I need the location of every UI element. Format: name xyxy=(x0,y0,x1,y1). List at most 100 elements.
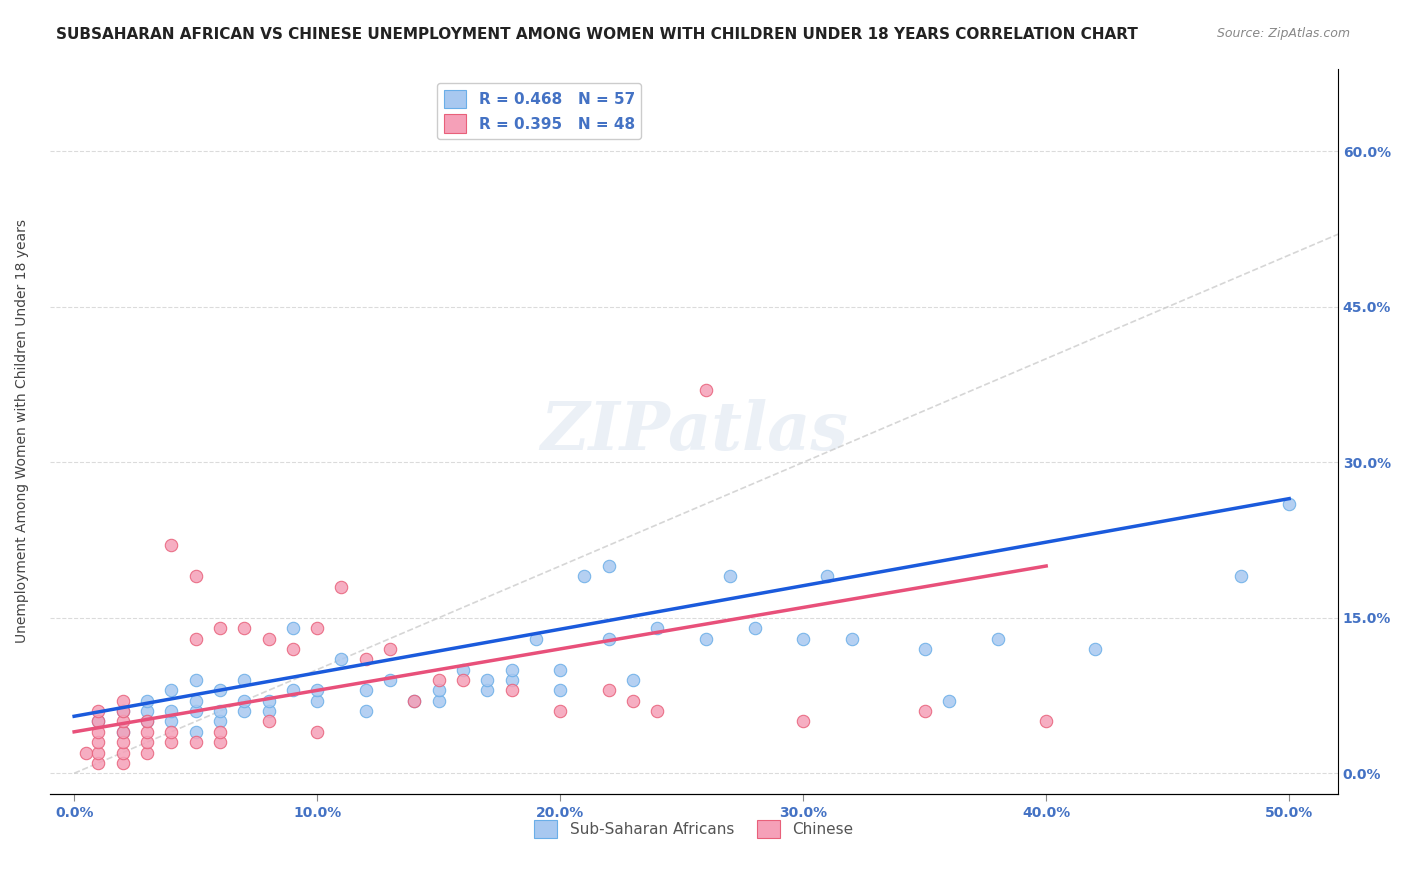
Chinese xyxy=(257,714,280,729)
Chinese xyxy=(695,383,717,397)
Sub-Saharan Africans xyxy=(160,714,183,729)
Chinese xyxy=(184,735,207,749)
Chinese xyxy=(914,704,936,718)
Chinese xyxy=(136,735,159,749)
Chinese xyxy=(111,746,134,760)
Chinese xyxy=(621,694,644,708)
Sub-Saharan Africans xyxy=(208,683,231,698)
Sub-Saharan Africans xyxy=(451,663,474,677)
Chinese xyxy=(111,735,134,749)
Chinese xyxy=(136,746,159,760)
Text: ZIPatlas: ZIPatlas xyxy=(540,399,848,464)
Chinese xyxy=(792,714,814,729)
Sub-Saharan Africans xyxy=(233,673,256,687)
Sub-Saharan Africans xyxy=(718,569,741,583)
Sub-Saharan Africans xyxy=(598,632,620,646)
Sub-Saharan Africans xyxy=(477,673,499,687)
Chinese xyxy=(111,714,134,729)
Sub-Saharan Africans xyxy=(111,724,134,739)
Chinese xyxy=(501,683,523,698)
Sub-Saharan Africans xyxy=(136,704,159,718)
Chinese xyxy=(184,569,207,583)
Sub-Saharan Africans xyxy=(184,673,207,687)
Sub-Saharan Africans xyxy=(1278,497,1301,511)
Sub-Saharan Africans xyxy=(184,694,207,708)
Chinese xyxy=(208,724,231,739)
Sub-Saharan Africans xyxy=(307,683,329,698)
Chinese xyxy=(160,538,183,552)
Sub-Saharan Africans xyxy=(744,621,766,635)
Chinese xyxy=(307,724,329,739)
Sub-Saharan Africans xyxy=(598,559,620,574)
Chinese xyxy=(307,621,329,635)
Chinese xyxy=(208,735,231,749)
Sub-Saharan Africans xyxy=(233,694,256,708)
Sub-Saharan Africans xyxy=(548,683,571,698)
Sub-Saharan Africans xyxy=(1084,641,1107,656)
Sub-Saharan Africans xyxy=(160,704,183,718)
Sub-Saharan Africans xyxy=(501,673,523,687)
Sub-Saharan Africans xyxy=(233,704,256,718)
Sub-Saharan Africans xyxy=(136,694,159,708)
Sub-Saharan Africans xyxy=(647,621,669,635)
Chinese xyxy=(160,724,183,739)
Chinese xyxy=(111,694,134,708)
Chinese xyxy=(427,673,450,687)
Sub-Saharan Africans xyxy=(208,714,231,729)
Chinese xyxy=(451,673,474,687)
Chinese xyxy=(87,704,110,718)
Chinese xyxy=(87,746,110,760)
Chinese xyxy=(330,580,353,594)
Chinese xyxy=(87,714,110,729)
Sub-Saharan Africans xyxy=(477,683,499,698)
Chinese xyxy=(208,621,231,635)
Sub-Saharan Africans xyxy=(307,694,329,708)
Sub-Saharan Africans xyxy=(184,704,207,718)
Chinese xyxy=(647,704,669,718)
Chinese xyxy=(184,632,207,646)
Chinese xyxy=(233,621,256,635)
Sub-Saharan Africans xyxy=(184,724,207,739)
Sub-Saharan Africans xyxy=(257,694,280,708)
Chinese xyxy=(404,694,426,708)
Sub-Saharan Africans xyxy=(160,683,183,698)
Chinese xyxy=(598,683,620,698)
Chinese xyxy=(75,746,97,760)
Chinese xyxy=(111,724,134,739)
Sub-Saharan Africans xyxy=(524,632,547,646)
Chinese xyxy=(257,632,280,646)
Chinese xyxy=(354,652,377,666)
Chinese xyxy=(87,724,110,739)
Sub-Saharan Africans xyxy=(427,683,450,698)
Sub-Saharan Africans xyxy=(574,569,596,583)
Sub-Saharan Africans xyxy=(208,704,231,718)
Sub-Saharan Africans xyxy=(257,704,280,718)
Sub-Saharan Africans xyxy=(404,694,426,708)
Sub-Saharan Africans xyxy=(501,663,523,677)
Sub-Saharan Africans xyxy=(87,714,110,729)
Sub-Saharan Africans xyxy=(111,704,134,718)
Chinese xyxy=(160,735,183,749)
Legend: Sub-Saharan Africans, Chinese: Sub-Saharan Africans, Chinese xyxy=(529,814,859,845)
Chinese xyxy=(548,704,571,718)
Sub-Saharan Africans xyxy=(281,683,304,698)
Sub-Saharan Africans xyxy=(695,632,717,646)
Chinese xyxy=(87,756,110,770)
Sub-Saharan Africans xyxy=(938,694,960,708)
Sub-Saharan Africans xyxy=(621,673,644,687)
Chinese xyxy=(378,641,401,656)
Text: SUBSAHARAN AFRICAN VS CHINESE UNEMPLOYMENT AMONG WOMEN WITH CHILDREN UNDER 18 YE: SUBSAHARAN AFRICAN VS CHINESE UNEMPLOYME… xyxy=(56,27,1137,42)
Chinese xyxy=(1035,714,1057,729)
Y-axis label: Unemployment Among Women with Children Under 18 years: Unemployment Among Women with Children U… xyxy=(15,219,30,643)
Sub-Saharan Africans xyxy=(914,641,936,656)
Sub-Saharan Africans xyxy=(792,632,814,646)
Chinese xyxy=(111,704,134,718)
Chinese xyxy=(87,735,110,749)
Sub-Saharan Africans xyxy=(136,714,159,729)
Sub-Saharan Africans xyxy=(986,632,1008,646)
Sub-Saharan Africans xyxy=(378,673,401,687)
Sub-Saharan Africans xyxy=(354,683,377,698)
Sub-Saharan Africans xyxy=(281,621,304,635)
Sub-Saharan Africans xyxy=(427,694,450,708)
Chinese xyxy=(136,724,159,739)
